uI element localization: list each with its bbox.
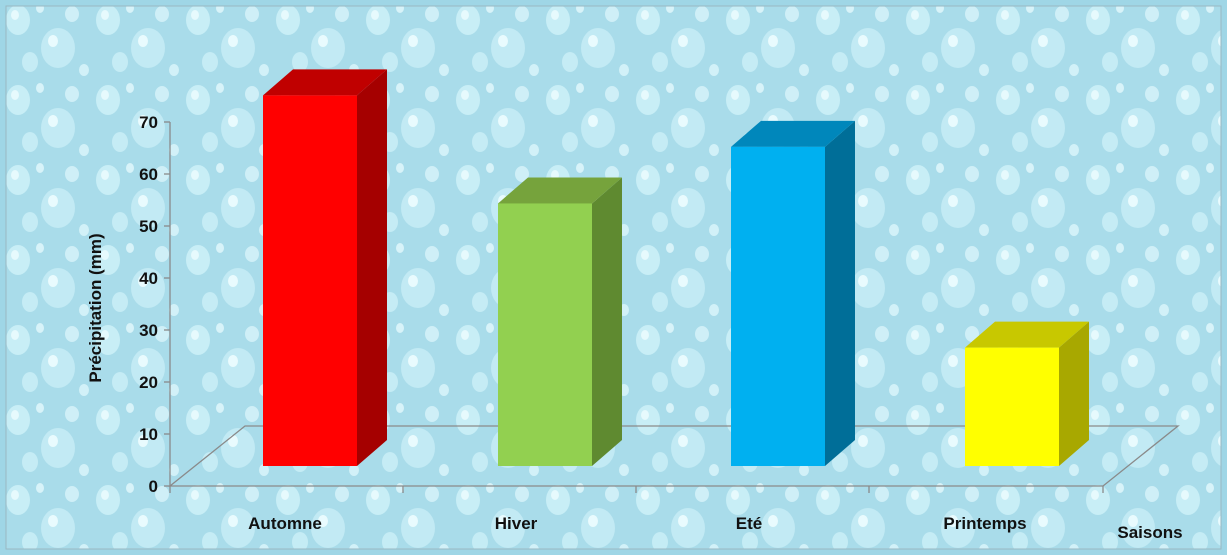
bar-side [592, 177, 622, 466]
bar-hiver [498, 177, 622, 466]
y-tick-label: 70 [139, 113, 158, 132]
bar-side [825, 120, 855, 466]
bar-front [263, 95, 357, 467]
bar-top [965, 321, 1089, 348]
x-category-label: Eté [736, 514, 762, 533]
y-tick-label: 60 [139, 165, 158, 184]
y-tick-label: 20 [139, 373, 158, 392]
bar-front [731, 146, 825, 466]
bar-automne [263, 69, 387, 467]
bar-top [263, 69, 387, 96]
bar-side [357, 69, 387, 467]
y-tick-label: 50 [139, 217, 158, 236]
y-tick-label: 40 [139, 269, 158, 288]
x-category-label: Printemps [943, 514, 1026, 533]
x-axis-title: Saisons [1117, 523, 1182, 542]
bar-side [1059, 321, 1089, 466]
bar-printemps [965, 321, 1089, 466]
floor-plane [168, 425, 1180, 487]
x-category-label: Automne [248, 514, 322, 533]
bar-eté [731, 120, 855, 466]
y-tick-label: 30 [139, 321, 158, 340]
y-tick-label: 10 [139, 425, 158, 444]
bar-top [731, 120, 855, 147]
bar-front [965, 347, 1059, 466]
y-tick-label: 0 [149, 477, 158, 496]
y-axis-title: Précipitation (mm) [86, 233, 105, 382]
bar-top [498, 177, 622, 204]
bar-front [498, 203, 592, 466]
x-category-label: Hiver [495, 514, 538, 533]
